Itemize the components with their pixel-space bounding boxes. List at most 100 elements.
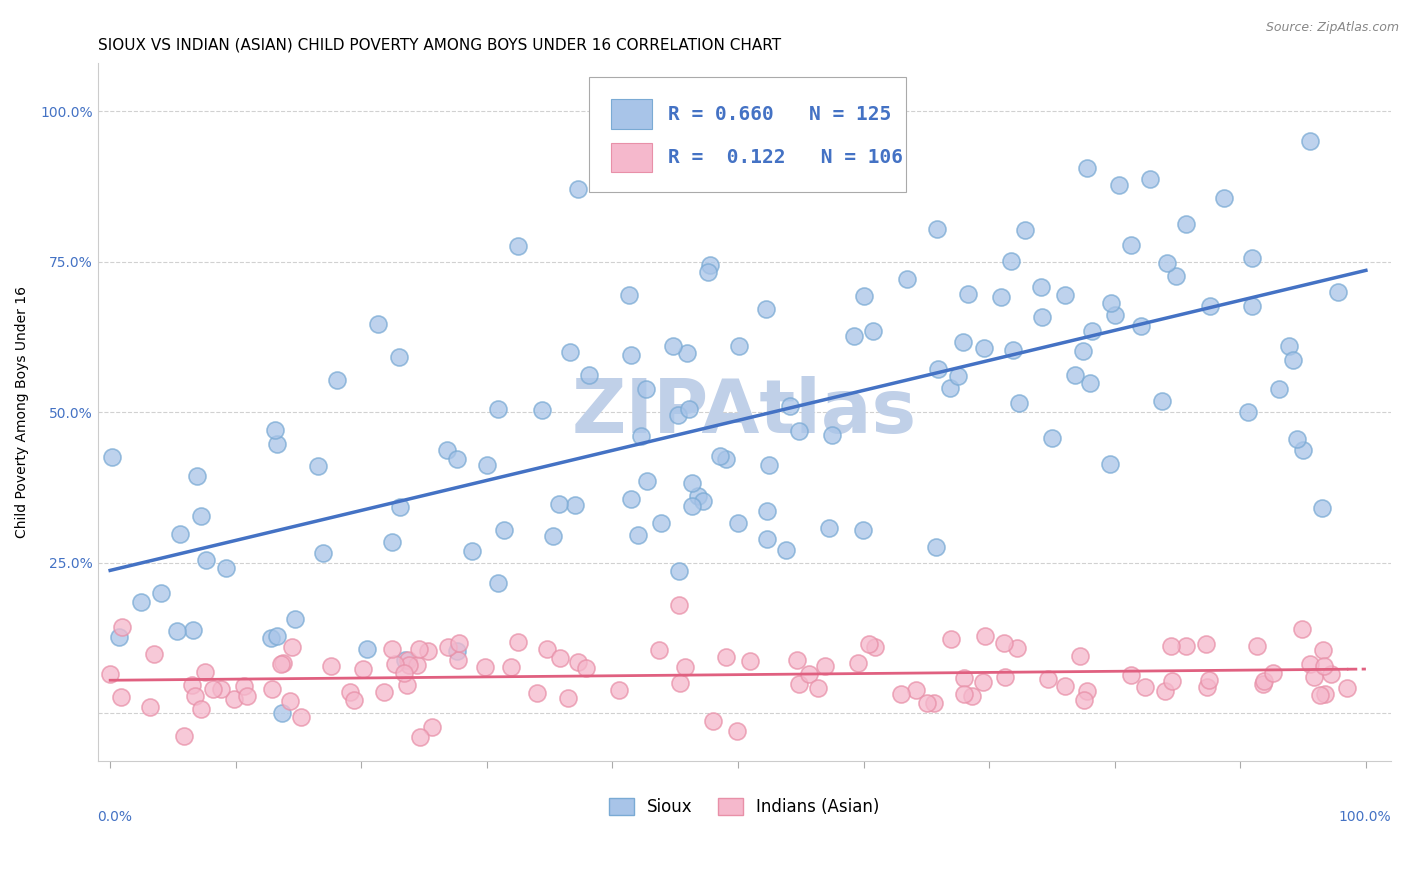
Point [1299, 657, 1322, 671]
Point [1054, 680, 1077, 694]
Point [939, 632, 962, 646]
Point [1099, 457, 1122, 471]
Point [278, 694, 301, 708]
Text: 100.0%: 100.0% [1339, 810, 1391, 824]
Text: R = 0.660   N = 125: R = 0.660 N = 125 [668, 104, 891, 124]
Point [394, 653, 416, 667]
Point [993, 635, 1015, 649]
Point [486, 402, 509, 417]
Point [406, 658, 429, 673]
Point [1253, 673, 1275, 688]
Point [1156, 256, 1178, 270]
Point [1241, 299, 1264, 313]
Point [727, 516, 749, 531]
Point [1299, 135, 1322, 149]
Point [312, 545, 335, 559]
Point [904, 683, 927, 698]
Point [506, 239, 529, 253]
Point [666, 408, 689, 422]
Point [1130, 318, 1153, 333]
Point [973, 342, 995, 356]
Point [755, 302, 778, 317]
Point [356, 641, 378, 656]
Point [1071, 344, 1094, 359]
Point [627, 527, 650, 541]
Point [630, 428, 652, 442]
Point [1119, 238, 1142, 252]
Point [398, 657, 420, 672]
Point [1005, 640, 1028, 655]
Point [952, 334, 974, 349]
Point [352, 662, 374, 676]
Text: SIOUX VS INDIAN (ASIAN) CHILD POVERTY AMONG BOYS UNDER 16 CORRELATION CHART: SIOUX VS INDIAN (ASIAN) CHILD POVERTY AM… [97, 37, 780, 53]
Point [543, 529, 565, 543]
Point [1237, 405, 1260, 419]
Point [260, 631, 283, 645]
Point [953, 687, 976, 701]
Point [343, 693, 366, 707]
Point [557, 691, 579, 706]
Point [1240, 251, 1263, 265]
Point [143, 648, 166, 662]
Point [786, 653, 808, 667]
Point [716, 649, 738, 664]
Point [380, 534, 402, 549]
Point [575, 661, 598, 675]
Point [779, 399, 801, 413]
Point [974, 629, 997, 643]
Point [709, 450, 731, 464]
Point [896, 272, 918, 286]
Point [271, 706, 294, 721]
Point [648, 643, 671, 657]
Point [1078, 376, 1101, 391]
Point [668, 598, 690, 612]
Point [184, 690, 207, 704]
Point [1198, 673, 1220, 688]
Point [1099, 295, 1122, 310]
Point [844, 329, 866, 343]
Point [813, 658, 835, 673]
Point [180, 678, 202, 692]
Point [620, 492, 643, 507]
Point [993, 670, 1015, 684]
Point [190, 509, 212, 524]
Point [173, 729, 195, 743]
Point [139, 699, 162, 714]
Point [190, 702, 212, 716]
Point [1175, 640, 1198, 654]
Point [194, 553, 217, 567]
Point [668, 675, 690, 690]
Point [1327, 285, 1350, 299]
Point [446, 644, 468, 658]
Point [98, 666, 121, 681]
Point [852, 523, 875, 537]
Point [1054, 287, 1077, 301]
FancyBboxPatch shape [589, 77, 905, 193]
Point [821, 427, 844, 442]
Point [564, 498, 586, 512]
Point [101, 450, 124, 465]
Point [787, 677, 810, 691]
Point [477, 458, 499, 473]
FancyBboxPatch shape [612, 143, 652, 172]
Point [233, 679, 256, 693]
Point [1036, 672, 1059, 686]
Point [696, 265, 718, 279]
Point [1161, 674, 1184, 689]
Point [1278, 339, 1301, 353]
Point [420, 720, 443, 734]
Point [536, 642, 558, 657]
Point [607, 682, 630, 697]
Point [1002, 343, 1025, 358]
Point [486, 576, 509, 591]
Point [270, 657, 292, 672]
Point [1195, 637, 1218, 651]
Point [636, 474, 658, 488]
Point [408, 641, 430, 656]
Point [494, 523, 516, 537]
Text: R =  0.122   N = 106: R = 0.122 N = 106 [668, 148, 903, 167]
Point [224, 691, 246, 706]
Point [858, 637, 880, 651]
Point [1153, 684, 1175, 698]
Point [716, 452, 738, 467]
